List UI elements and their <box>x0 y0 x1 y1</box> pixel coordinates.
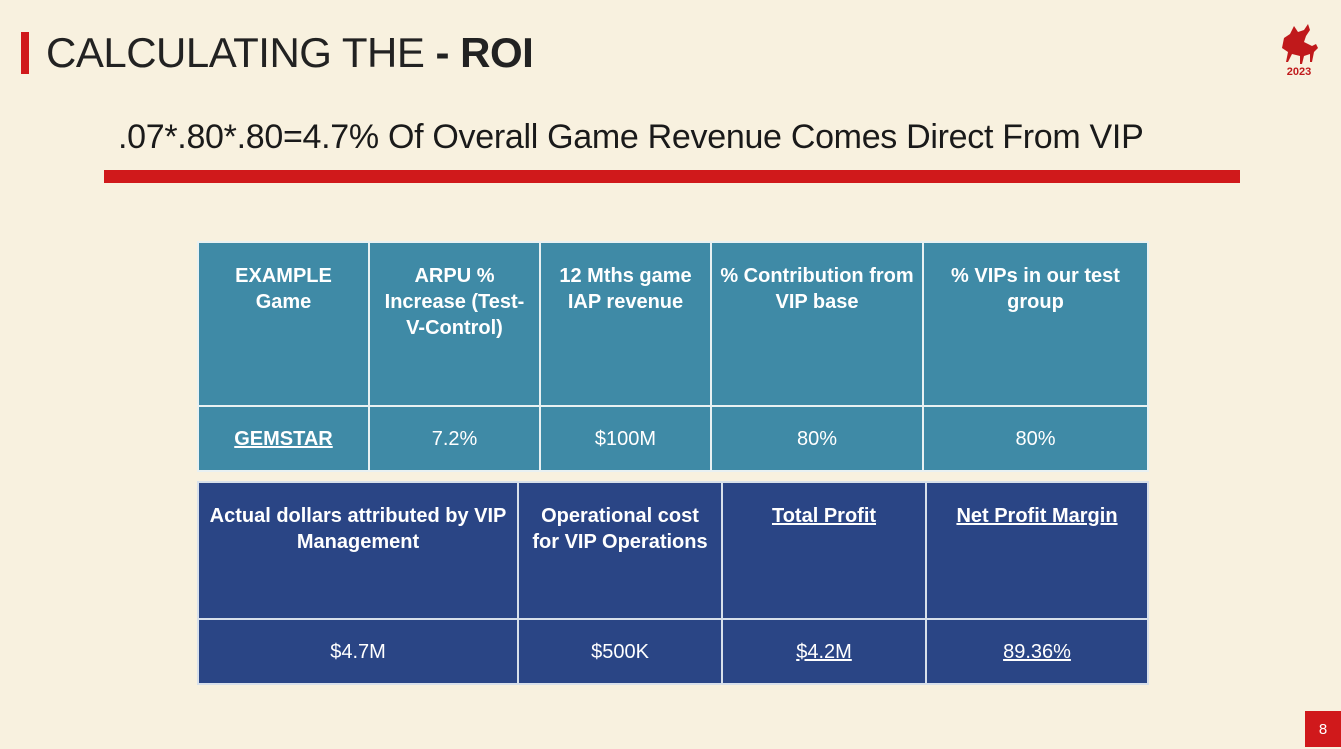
header-cell: % Contribution from VIP base <box>710 241 924 407</box>
header-cell: 12 Mths game IAP revenue <box>539 241 712 407</box>
header-cell-link[interactable]: Net Profit Margin <box>925 481 1149 620</box>
assumptions-table: EXAMPLE Game ARPU % Increase (Test-V-Con… <box>197 241 1149 472</box>
value-cell: $4.7M <box>197 618 519 685</box>
title-bold: - ROI <box>435 29 534 76</box>
value-cell: 7.2% <box>368 405 541 472</box>
header-cell-link[interactable]: Total Profit <box>721 481 927 620</box>
red-divider <box>104 170 1240 183</box>
bull-logo-icon <box>1282 24 1318 64</box>
logo-year: 2023 <box>1286 66 1312 78</box>
game-name-link[interactable]: GEMSTAR <box>197 405 370 472</box>
table-row: GEMSTAR 7.2% $100M 80% 80% <box>197 405 1149 472</box>
table-header-row: EXAMPLE Game ARPU % Increase (Test-V-Con… <box>197 241 1149 407</box>
value-cell: 80% <box>710 405 924 472</box>
header-cell: EXAMPLE Game <box>197 241 370 407</box>
title-regular: CALCULATING THE <box>46 29 436 76</box>
value-cell: $500K <box>517 618 723 685</box>
roi-results-table: Actual dollars attributed by VIP Managem… <box>197 481 1149 685</box>
header-cell: Actual dollars attributed by VIP Managem… <box>197 481 519 620</box>
value-cell-link[interactable]: 89.36% <box>925 618 1149 685</box>
title-accent-bar <box>21 32 29 74</box>
value-cell-link[interactable]: $4.2M <box>721 618 927 685</box>
header-cell: ARPU % Increase (Test-V-Control) <box>368 241 541 407</box>
header-cell: Operational cost for VIP Operations <box>517 481 723 620</box>
page-number: 8 <box>1305 711 1341 747</box>
table-row: $4.7M $500K $4.2M 89.36% <box>197 618 1149 685</box>
value-cell: $100M <box>539 405 712 472</box>
value-cell: 80% <box>922 405 1149 472</box>
subtitle-formula: .07*.80*.80=4.7% Of Overall Game Revenue… <box>118 118 1144 156</box>
page-title: CALCULATING THE - ROI <box>46 27 534 79</box>
header-cell: % VIPs in our test group <box>922 241 1149 407</box>
table-header-row: Actual dollars attributed by VIP Managem… <box>197 481 1149 620</box>
